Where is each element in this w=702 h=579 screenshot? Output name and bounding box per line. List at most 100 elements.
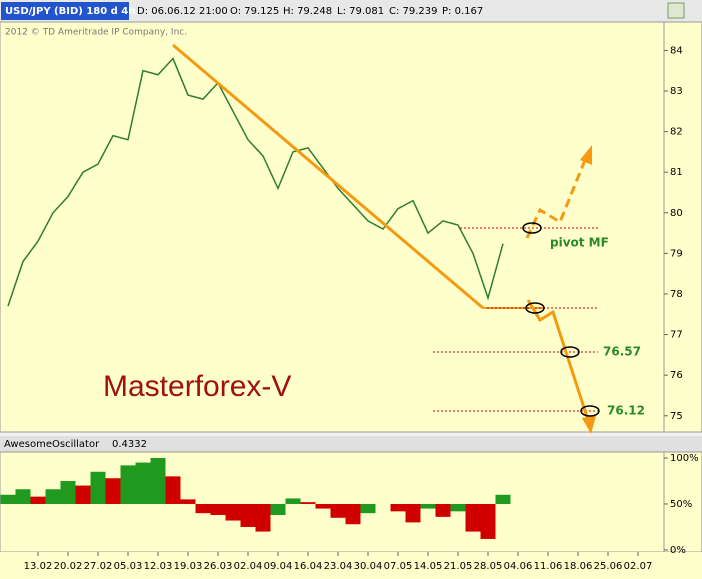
- osc-bar: [360, 503, 376, 514]
- date-axis: [0, 552, 702, 579]
- trend-line: [172, 43, 484, 310]
- osc-bar: [225, 503, 241, 521]
- y-tick-label: 78: [670, 289, 683, 300]
- x-tick-label: 20.02: [54, 561, 83, 572]
- arrow-head: [580, 145, 592, 165]
- x-tick-label: 04.06: [504, 561, 533, 572]
- x-tick-label: 07.05: [384, 561, 413, 572]
- osc-bar: [165, 476, 181, 504]
- osc-bar: [135, 462, 151, 504]
- header-bar: [0, 0, 702, 22]
- x-tick-label: 30.04: [354, 561, 383, 572]
- pivot-label: pivot MF: [550, 236, 609, 250]
- y-tick-label: 84: [670, 45, 683, 56]
- osc-bar: [90, 471, 106, 504]
- low: L: 79.081: [337, 6, 384, 17]
- osc-bar: [330, 503, 346, 518]
- symbol-box: [1, 2, 129, 20]
- window-button[interactable]: [667, 2, 685, 19]
- y-tick-label: 75: [670, 411, 683, 422]
- change: P: 0.167: [442, 6, 483, 17]
- y-tick-label: 50%: [670, 499, 692, 510]
- x-tick-label: 16.04: [294, 561, 323, 572]
- osc-bar: [240, 503, 256, 527]
- osc-bar: [465, 503, 481, 532]
- osc-header: [0, 436, 702, 452]
- x-tick-label: 18.06: [564, 561, 593, 572]
- target-label: 76.12: [607, 404, 645, 418]
- open: O: 79.125: [230, 6, 279, 17]
- x-tick-label: 05.03: [114, 561, 143, 572]
- x-tick-label: 23.04: [324, 561, 353, 572]
- x-tick-label: 02.07: [624, 561, 653, 572]
- x-tick-label: 09.04: [264, 561, 293, 572]
- osc-bar: [150, 457, 166, 504]
- marker: [560, 346, 580, 358]
- osc-bar: [480, 503, 496, 539]
- osc-bar: [0, 494, 16, 504]
- symbol: USD/JPY (BID) 180 d 4h: [5, 6, 135, 17]
- osc-bar: [60, 480, 76, 504]
- y-tick-label: 81: [670, 167, 683, 178]
- bear-path: [526, 299, 590, 421]
- price-panel: [0, 21, 665, 433]
- y-tick-label: 80: [670, 208, 683, 219]
- osc-bar: [420, 503, 436, 509]
- x-tick-label: 28.05: [474, 561, 503, 572]
- osc-bar: [210, 503, 226, 516]
- osc-bar: [180, 499, 196, 504]
- osc-bar: [45, 489, 61, 504]
- x-tick-label: 21.05: [444, 561, 473, 572]
- x-tick-label: 19.03: [174, 561, 203, 572]
- marker: [525, 302, 545, 314]
- price-line: [7, 57, 504, 307]
- y-tick-label: 0%: [670, 545, 686, 556]
- osc-bar: [195, 503, 211, 514]
- osc-bar: [120, 465, 136, 504]
- x-tick-label: 25.06: [594, 561, 623, 572]
- osc-bar: [270, 503, 286, 516]
- brand-label: Masterforex-V: [103, 370, 291, 403]
- arrow-head: [582, 416, 596, 434]
- y-tick-label: 82: [670, 127, 683, 138]
- y-tick-label: 83: [670, 86, 683, 97]
- x-tick-label: 11.06: [534, 561, 563, 572]
- high: H: 79.248: [283, 6, 332, 17]
- osc-bar: [435, 503, 451, 517]
- osc-bar: [495, 494, 511, 504]
- y-tick-label: 76: [670, 370, 683, 381]
- osc-bar: [345, 503, 361, 525]
- osc-bar: [15, 489, 31, 504]
- marker: [522, 222, 542, 234]
- price-axis: [663, 21, 702, 433]
- osc-bar: [300, 502, 316, 504]
- osc-bar: [105, 478, 121, 504]
- close: C: 79.239: [389, 6, 438, 17]
- y-tick-label: 100%: [670, 453, 699, 464]
- x-tick-label: 27.02: [84, 561, 113, 572]
- osc-bar: [30, 496, 46, 504]
- x-tick-label: 26.03: [204, 561, 233, 572]
- x-tick-label: 12.03: [144, 561, 173, 572]
- bull-path: [525, 159, 587, 239]
- osc-title: AwesomeOscillator: [4, 439, 100, 450]
- x-tick-label: 02.04: [234, 561, 263, 572]
- osc-bar: [315, 503, 331, 509]
- osc-bar: [390, 503, 406, 512]
- osc-bar: [255, 503, 271, 532]
- date: D: 06.06.12 21:00: [137, 6, 228, 17]
- target-label: 76.57: [603, 345, 641, 359]
- osc-value: 0.4332: [112, 439, 147, 450]
- marker: [580, 405, 600, 417]
- x-tick-label: 14.05: [414, 561, 443, 572]
- x-tick-label: 13.02: [24, 561, 53, 572]
- osc-bar: [75, 485, 91, 504]
- osc-bar: [405, 503, 421, 523]
- watermark: 2012 © TD Ameritrade IP Company, Inc.: [5, 28, 187, 38]
- y-tick-label: 77: [670, 330, 683, 341]
- annotations: [172, 43, 600, 434]
- osc-bar: [450, 503, 466, 512]
- osc-bar: [285, 498, 301, 504]
